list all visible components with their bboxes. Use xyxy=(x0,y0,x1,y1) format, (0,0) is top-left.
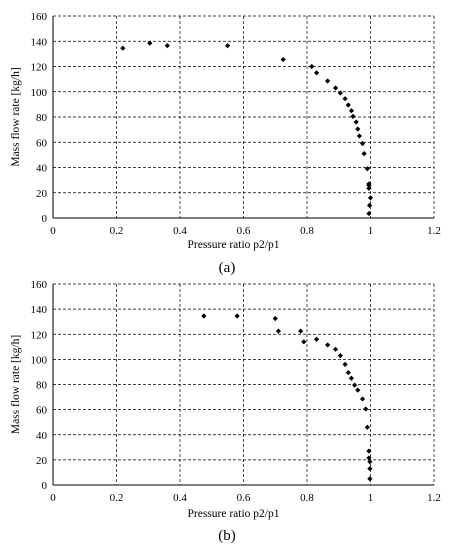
data-point xyxy=(164,43,170,49)
y-tick-label: 0 xyxy=(42,480,48,492)
panel-caption: (a) xyxy=(219,260,236,276)
chart-panel-1: 0 0.2 0.4 0.6 0.8 1 1.2 0 20 40 60 80 100 120 140 160 Pr… xyxy=(10,11,441,276)
x-tick-label: 0.4 xyxy=(173,492,187,504)
x-tick-label: 0.2 xyxy=(110,225,124,237)
data-point xyxy=(313,70,320,76)
data-point xyxy=(367,476,373,482)
y-tick-label: 40 xyxy=(36,163,48,175)
data-point xyxy=(348,375,355,381)
data-point xyxy=(147,40,153,46)
data-point xyxy=(225,43,231,49)
x-tick-label: 0.6 xyxy=(237,225,251,237)
data-point xyxy=(355,126,361,132)
data-point xyxy=(342,96,348,102)
data-point xyxy=(345,369,351,376)
y-tick-label: 20 xyxy=(36,188,48,200)
panel-caption: (b) xyxy=(218,528,236,544)
data-point xyxy=(313,336,320,342)
y-tick-label: 120 xyxy=(31,62,48,74)
y-axis-label: Mass flow rate [kg/h] xyxy=(10,67,22,166)
y-tick-label: 100 xyxy=(31,354,48,366)
data-point xyxy=(366,448,372,454)
y-tick-label: 80 xyxy=(36,380,48,392)
y-tick-label: 0 xyxy=(42,213,48,225)
y-tick-label: 40 xyxy=(36,430,48,442)
x-tick-label: 0.6 xyxy=(237,492,251,504)
data-point xyxy=(359,396,366,402)
y-tick-label: 160 xyxy=(31,11,48,23)
data-point xyxy=(366,185,372,191)
x-tick-label: 1.2 xyxy=(427,225,441,237)
data-point xyxy=(366,455,372,461)
data-point xyxy=(332,346,339,352)
data-point xyxy=(234,313,240,319)
x-tick-label: 0.2 xyxy=(110,492,124,504)
data-point xyxy=(345,102,351,108)
data-point xyxy=(325,342,331,348)
data-point xyxy=(342,361,348,367)
data-point xyxy=(337,353,343,359)
data-point xyxy=(298,328,304,334)
y-tick-label: 140 xyxy=(31,304,48,316)
data-point xyxy=(361,151,367,157)
data-point xyxy=(367,466,373,472)
data-point xyxy=(353,119,359,125)
y-tick-label: 80 xyxy=(36,112,48,124)
x-tick-label: 1 xyxy=(368,225,374,237)
data-point xyxy=(120,45,126,51)
x-tick-label: 0.8 xyxy=(300,492,314,504)
data-point xyxy=(364,166,370,172)
x-tick-label: 0 xyxy=(50,225,56,237)
data-point xyxy=(359,140,366,147)
data-point xyxy=(367,195,374,201)
data-point xyxy=(363,406,369,412)
x-tick-label: 0.4 xyxy=(173,225,187,237)
data-point xyxy=(356,133,362,139)
data-point xyxy=(364,424,370,430)
x-axis-label: Pressure ratio p2/p1 xyxy=(188,508,280,520)
data-point xyxy=(275,328,282,334)
y-tick-label: 120 xyxy=(31,329,48,341)
data-point xyxy=(332,85,339,91)
y-tick-label: 60 xyxy=(36,137,48,149)
y-tick-label: 60 xyxy=(36,405,48,417)
y-tick-label: 140 xyxy=(31,36,48,48)
x-axis-label: Pressure ratio p2/p1 xyxy=(188,239,280,251)
x-tick-label: 0 xyxy=(50,492,56,504)
data-point xyxy=(366,210,372,217)
x-tick-label: 0.8 xyxy=(300,225,314,237)
data-point xyxy=(348,108,355,114)
y-axis-label: Mass flow rate [kg/h] xyxy=(10,335,22,434)
data-point xyxy=(325,78,331,84)
y-tick-label: 100 xyxy=(31,87,48,99)
data-point xyxy=(366,202,373,208)
data-point xyxy=(337,90,343,96)
x-tick-label: 1 xyxy=(368,492,374,504)
chart-panel-2: 0 0.2 0.4 0.6 0.8 1 1.2 0 20 40 60 80 100 120 140 160 Pr… xyxy=(10,279,441,544)
data-point xyxy=(201,313,207,319)
data-point xyxy=(350,113,356,119)
data-point xyxy=(280,56,286,63)
data-point xyxy=(309,63,315,70)
data-point xyxy=(366,182,372,188)
data-point xyxy=(355,387,361,393)
y-tick-label: 20 xyxy=(36,455,48,467)
data-point xyxy=(352,382,358,388)
data-point xyxy=(272,315,278,322)
y-tick-label: 160 xyxy=(31,279,48,291)
data-point xyxy=(301,339,307,345)
data-point xyxy=(367,459,373,465)
x-tick-label: 1.2 xyxy=(427,492,441,504)
